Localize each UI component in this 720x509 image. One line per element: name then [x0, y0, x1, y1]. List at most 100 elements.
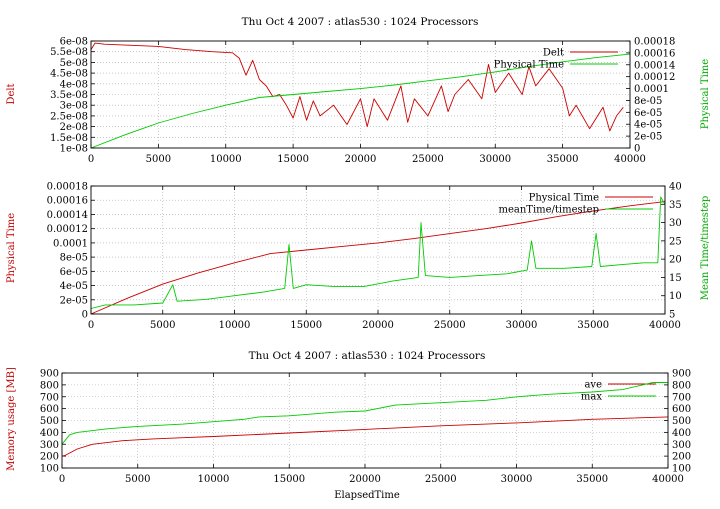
chart1-x-tick-label: 0 — [88, 154, 94, 165]
chart3-y-tick-label: 600 — [40, 404, 59, 415]
chart3-y2-tick-label: 800 — [672, 380, 691, 391]
chart3-ylabel: Memory usage [MB] — [6, 367, 17, 471]
chart3-y2-tick-label: 200 — [672, 452, 691, 463]
chart2-y2-tick-label: 25 — [669, 236, 682, 247]
chart2-y-tick-label: 2e-05 — [60, 295, 88, 306]
chart3-y-tick-label: 800 — [40, 380, 59, 391]
chart1-y-tick-label: 1e-08 — [60, 144, 88, 155]
chart1-y-tick-label: 6e-08 — [60, 37, 88, 48]
chart1-x-tick-label: 15000 — [277, 154, 309, 165]
chart2-y2-tick-label: 40 — [669, 182, 682, 193]
chart3-y-tick-label: 400 — [40, 428, 59, 439]
chart2-x-tick-label: 30000 — [506, 320, 538, 331]
chart1-y2label: Physical Time — [700, 59, 711, 129]
chart3-x-tick-label: 25000 — [425, 474, 457, 485]
chart2-x-tick-label: 40000 — [649, 320, 681, 331]
chart2-x-tick-label: 10000 — [219, 320, 251, 331]
chart1-y-tick-label: 5e-08 — [60, 58, 88, 69]
chart1-y2-tick-label: 0.00016 — [634, 48, 675, 59]
chart2-y-tick-label: 6e-05 — [60, 267, 88, 278]
chart3-x-tick-label: 10000 — [198, 474, 230, 485]
chart3-y-tick-label: 700 — [40, 392, 59, 403]
chart2-y-tick-label: 0.00014 — [47, 210, 88, 221]
chart1-y2-tick-label: 0.00014 — [634, 60, 675, 71]
chart3-legend-label: ave — [584, 380, 602, 391]
chart3-y2-tick-label: 400 — [672, 428, 691, 439]
chart2-x-tick-label: 15000 — [290, 320, 322, 331]
chart1-x-tick-label: 40000 — [614, 154, 646, 165]
chart1-ylabel: Delt — [6, 83, 17, 104]
chart2-y2-tick-label: 20 — [669, 255, 682, 266]
chart1-y2-tick-label: 4e-05 — [634, 120, 662, 131]
chart1-plot-frame — [90, 40, 631, 149]
chart1-x-tick-label: 35000 — [547, 154, 579, 165]
chart1-x-tick-label: 20000 — [345, 154, 377, 165]
chart2-ylabel: Physical Time — [6, 213, 17, 283]
chart2-y-tick-label: 4e-05 — [60, 281, 88, 292]
chart3-y2-tick-label: 500 — [672, 416, 691, 427]
chart2-y-tick-label: 0 — [82, 310, 88, 321]
chart1-legend-label: Delt — [543, 48, 564, 59]
chart1-y2-tick-label: 0.00018 — [634, 37, 675, 48]
chart1-y-tick-label: 2.5e-08 — [50, 111, 88, 122]
chart2-y2-tick-label: 35 — [669, 200, 682, 211]
chart3-x-tick-label: 30000 — [501, 474, 533, 485]
chart3-y2-tick-label: 600 — [672, 404, 691, 415]
chart2-y-tick-label: 0.00012 — [47, 224, 88, 235]
chart2-y2-tick-label: 10 — [669, 291, 682, 302]
chart1-title: Thu Oct 4 2007 : atlas530 : 1024 Process… — [242, 16, 479, 28]
chart3-x-tick-label: 0 — [59, 474, 65, 485]
chart2-x-tick-label: 25000 — [434, 320, 466, 331]
chart1-y-tick-label: 3e-08 — [60, 101, 88, 112]
chart3-x-tick-label: 20000 — [349, 474, 381, 485]
chart2-y-tick-label: 0.0001 — [53, 238, 88, 249]
chart2-y2label: Mean Time/timestep — [700, 196, 711, 300]
chart3-y-tick-label: 300 — [40, 440, 59, 451]
chart3-y-tick-label: 500 — [40, 416, 59, 427]
chart1-series-physical-time — [90, 53, 631, 149]
chart2-y-tick-label: 0.00016 — [47, 196, 88, 207]
chart2-series-physical-time — [90, 201, 666, 315]
chart2-x-tick-label: 35000 — [577, 320, 609, 331]
chart2-y2-tick-label: 15 — [669, 273, 682, 284]
chart3-legend-label: max — [581, 392, 602, 403]
chart3-y2-tick-label: 900 — [672, 369, 691, 380]
chart2-y2-tick-label: 5 — [669, 310, 675, 321]
chart2-y-tick-label: 0.00018 — [47, 182, 88, 193]
chart3-y2-tick-label: 700 — [672, 392, 691, 403]
chart2-y2-tick-label: 30 — [669, 218, 682, 229]
chart1-y2-tick-label: 0.00012 — [634, 72, 675, 83]
chart1-y2-tick-label: 0 — [634, 144, 640, 155]
chart3-plot-frame — [61, 372, 669, 469]
chart1-y-tick-label: 1.5e-08 — [50, 133, 88, 144]
chart3-y-tick-label: 100 — [40, 464, 59, 475]
chart3-y-tick-label: 900 — [40, 369, 59, 380]
chart1-x-tick-label: 10000 — [210, 154, 242, 165]
chart1-y-tick-label: 4.5e-08 — [50, 69, 88, 80]
chart-marks: 0 5000 10000 15000 20000 25000 30000 35000 40000… — [40, 37, 691, 486]
chart2-x-tick-label: 20000 — [362, 320, 394, 331]
chart1-x-tick-label: 25000 — [412, 154, 444, 165]
chart2-x-tick-label: 5000 — [150, 320, 175, 331]
chart1-y2-tick-label: 8e-05 — [634, 96, 662, 107]
chart2-legend-label: meanTime/timestep — [498, 205, 599, 216]
chart2-series-meantime-timestep — [90, 196, 666, 309]
chart1-y-tick-label: 3.5e-08 — [50, 90, 88, 101]
chart3-x-tick-label: 5000 — [125, 474, 150, 485]
chart1-y-tick-label: 4e-08 — [60, 79, 88, 90]
chart3-x-tick-label: 35000 — [576, 474, 608, 485]
chart3-y2-tick-label: 300 — [672, 440, 691, 451]
chart3-x-tick-label: 15000 — [273, 474, 305, 485]
chart3-y-tick-label: 200 — [40, 452, 59, 463]
chart3-xlabel: ElapsedTime — [334, 490, 400, 501]
chart3-y2-tick-label: 100 — [672, 464, 691, 475]
chart3-title: Thu Oct 4 2007 : atlas530 : 1024 Process… — [249, 350, 486, 362]
chart1-x-tick-label: 30000 — [479, 154, 511, 165]
chart2-x-tick-label: 0 — [88, 320, 94, 331]
chart1-y2-tick-label: 0.0001 — [634, 84, 669, 95]
chart2-y-tick-label: 8e-05 — [60, 253, 88, 264]
chart3-x-tick-label: 40000 — [652, 474, 684, 485]
chart2-legend-label: Physical Time — [529, 193, 599, 204]
